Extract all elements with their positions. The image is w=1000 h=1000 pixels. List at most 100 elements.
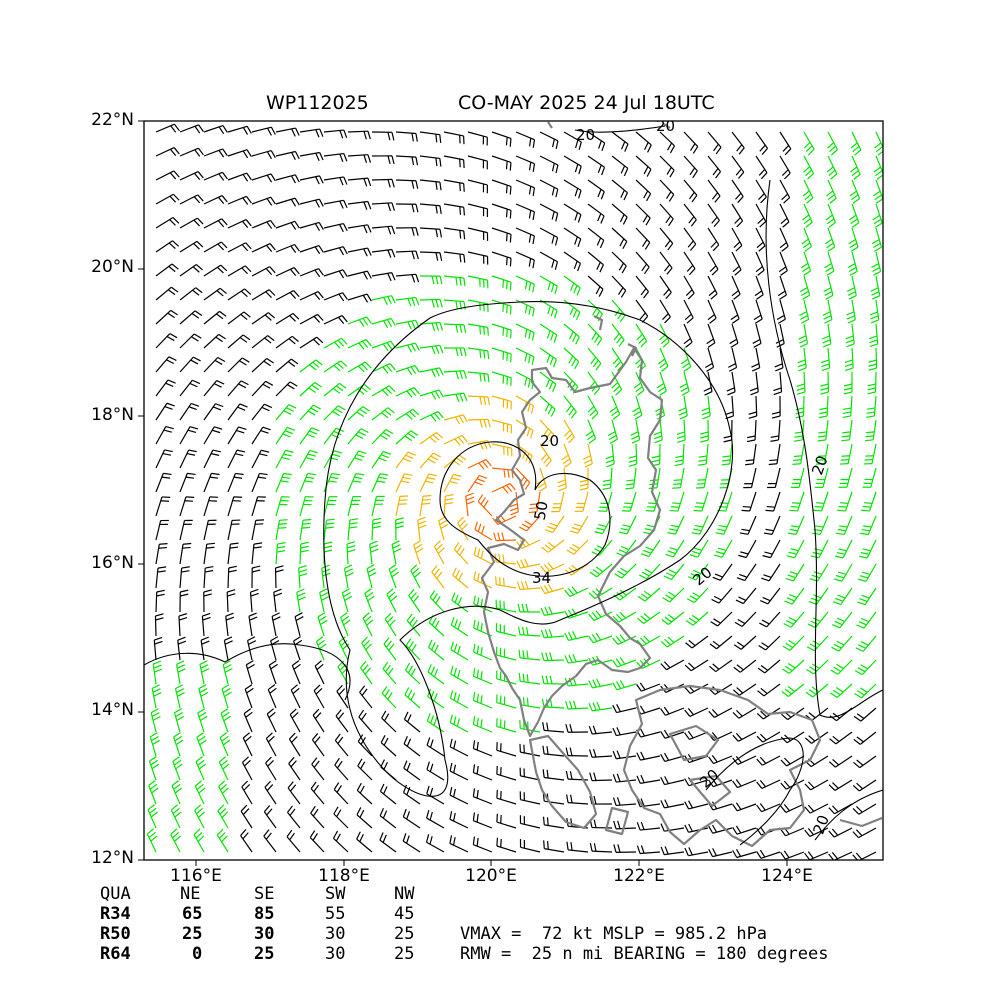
- wind-barb-feather: [687, 240, 694, 248]
- wind-barb-feather: [643, 590, 652, 597]
- wind-barb-feather: [406, 390, 413, 398]
- wind-barb-feather: [760, 600, 769, 605]
- wind-barb-staff: [491, 347, 512, 355]
- wind-barb-feather: [526, 650, 529, 659]
- wind-barb-feather: [360, 428, 369, 433]
- wind-barb-feather: [756, 804, 763, 813]
- wind-barb-staff: [520, 704, 541, 709]
- wind-barb-staff: [827, 227, 836, 248]
- wind-barb-feather: [516, 581, 521, 590]
- wind-barb-feather: [713, 220, 720, 228]
- wind-barb-feather: [307, 410, 316, 416]
- wind-barb-feather: [479, 349, 482, 358]
- wind-barb-feather: [575, 139, 579, 149]
- wind-barb-feather: [379, 434, 388, 440]
- wind-barb-feather: [570, 411, 577, 419]
- wind-barb-feather: [579, 483, 589, 487]
- wind-barb-feather: [849, 270, 858, 276]
- wind-barb-feather: [659, 390, 667, 396]
- wind-barb-feather: [314, 269, 321, 278]
- wind-barb-staff: [155, 240, 173, 253]
- wind-barb-staff: [287, 811, 301, 829]
- wind-barb-staff: [731, 323, 739, 344]
- wind-barb-staff: [371, 272, 392, 277]
- wind-barb-staff: [179, 217, 198, 229]
- wind-barb-feather: [526, 697, 529, 707]
- wind-barb-staff: [299, 128, 320, 133]
- wind-barb-staff: [347, 154, 368, 157]
- wind-barb-feather: [507, 469, 510, 478]
- wind-barb-staff: [611, 323, 625, 341]
- wind-barb-feather: [364, 588, 372, 594]
- wind-barb-staff: [598, 539, 613, 556]
- wind-barb-staff: [736, 827, 757, 835]
- wind-barb-staff: [275, 381, 291, 397]
- wind-barb-staff: [179, 449, 190, 469]
- wind-barb-feather: [239, 403, 248, 408]
- wind-barb-feather: [362, 664, 369, 672]
- wind-barb-feather: [476, 597, 480, 606]
- wind-barb-feather: [821, 363, 830, 368]
- wind-barb-staff: [395, 296, 416, 301]
- wind-barb-feather: [338, 293, 345, 302]
- wind-barb-staff: [755, 299, 763, 320]
- wind-barbs: [146, 123, 883, 860]
- wind-barb-staff: [752, 443, 757, 464]
- wind-barb-feather: [191, 312, 200, 319]
- wind-barb-staff: [592, 683, 613, 689]
- wind-barb-staff: [299, 221, 320, 229]
- wind-barb-feather: [355, 434, 364, 440]
- wind-barb-staff: [341, 592, 349, 613]
- wind-barb-feather: [429, 787, 434, 797]
- wind-barb-staff: [449, 794, 469, 805]
- wind-barb-feather: [545, 460, 552, 468]
- wind-barb-staff: [395, 364, 416, 373]
- wind-barb-feather: [657, 358, 666, 365]
- wind-barb-feather: [776, 314, 785, 321]
- wind-barb-feather: [848, 214, 857, 221]
- wind-barb-feather: [162, 452, 172, 456]
- wind-barb-feather: [845, 335, 854, 340]
- wind-barb-feather: [461, 523, 468, 531]
- wind-barb-feather: [623, 192, 629, 201]
- wind-barb-feather: [759, 779, 766, 788]
- wind-barb-staff: [827, 155, 838, 175]
- wind-barb-feather: [197, 171, 204, 179]
- wind-barb-feather: [290, 198, 297, 207]
- wind-barb-feather: [461, 435, 468, 443]
- wind-barb-feather: [804, 806, 811, 814]
- wind-barb-staff: [275, 312, 294, 325]
- wind-barb-feather: [543, 840, 545, 849]
- wind-barb-feather: [320, 592, 329, 597]
- wind-barb-staff: [203, 357, 219, 373]
- wind-barb-feather: [411, 156, 415, 166]
- wind-barb-feather: [242, 127, 249, 135]
- wind-barb-feather: [708, 710, 715, 718]
- wind-barb-staff: [146, 833, 157, 853]
- wind-barb-feather: [712, 576, 721, 581]
- wind-barb-feather: [480, 719, 483, 728]
- northern-islands-coastline: [547, 121, 671, 357]
- wind-barb-feather: [568, 566, 576, 574]
- wind-barb-feather: [675, 455, 684, 459]
- wind-barb-feather: [642, 239, 648, 247]
- wind-barb-staff: [539, 467, 547, 488]
- wind-barb-feather: [802, 190, 810, 197]
- wind-barb-feather: [692, 592, 701, 598]
- wind-barb-staff: [241, 762, 253, 781]
- wind-barb-feather: [813, 594, 822, 599]
- wind-barb-feather: [860, 641, 869, 646]
- wind-barb-feather: [874, 246, 882, 252]
- wind-barb-staff: [539, 323, 558, 336]
- wind-barb-feather: [543, 428, 549, 436]
- wind-barb-feather: [372, 517, 382, 521]
- wind-barb-feather: [758, 245, 766, 252]
- wind-barb-feather: [466, 500, 475, 505]
- wind-barb-staff: [227, 496, 235, 517]
- wind-barb-feather: [265, 832, 272, 840]
- wind-barb-feather: [871, 263, 880, 269]
- wind-barb-feather: [863, 502, 873, 504]
- wind-barb-feather: [531, 332, 535, 341]
- wind-barb-staff: [405, 645, 421, 661]
- wind-barb-staff: [810, 779, 829, 791]
